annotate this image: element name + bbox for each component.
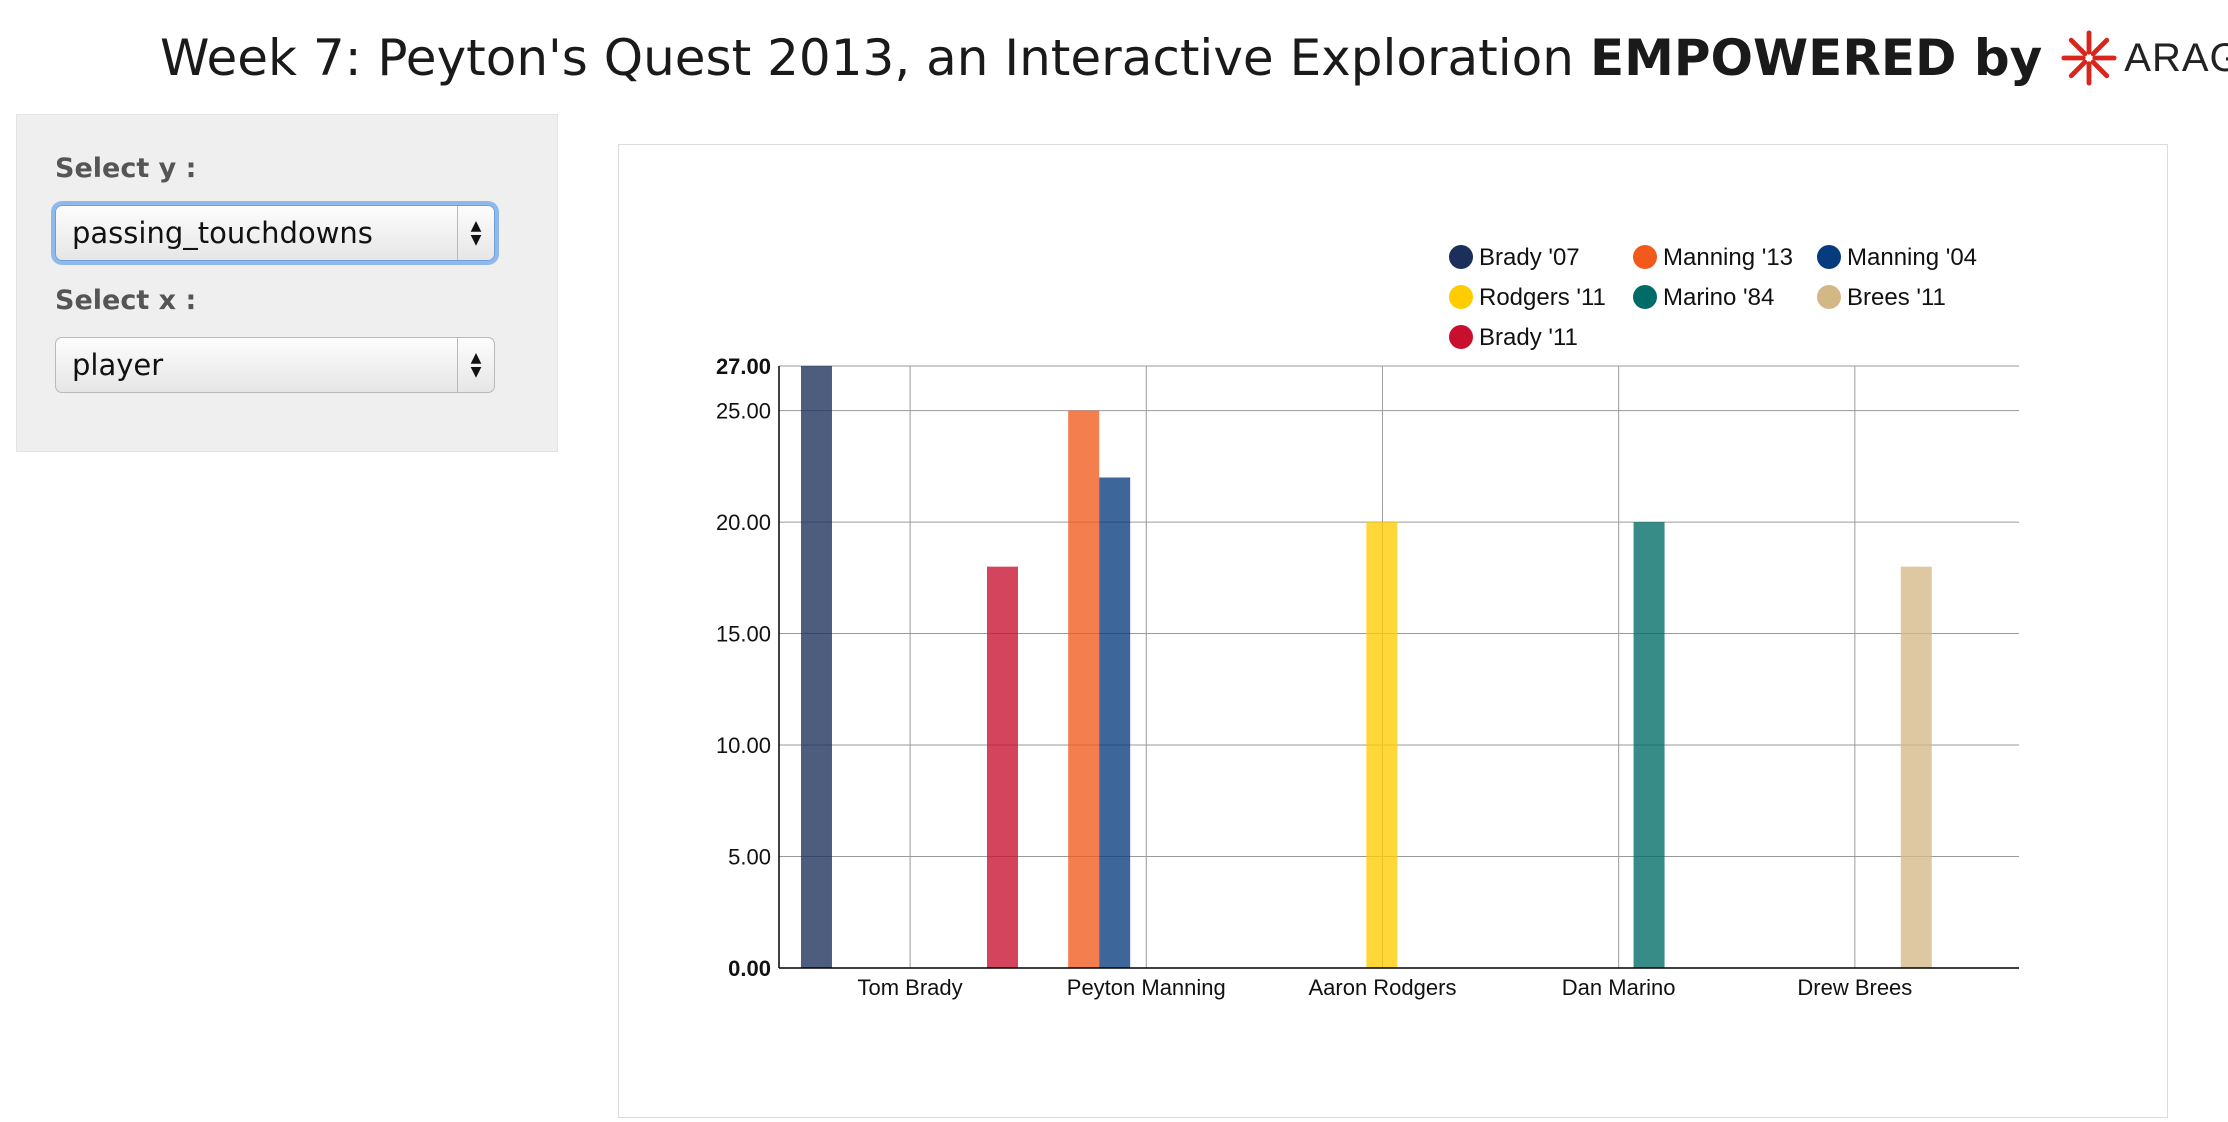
title-text: Week 7: Peyton's Quest 2013, an Interact… <box>160 29 1574 87</box>
aragorn-logo: ARAGORN <box>2060 18 2228 98</box>
bar <box>1900 566 1932 968</box>
legend-marker <box>1817 285 1841 309</box>
legend-label: Manning '04 <box>1847 244 1977 271</box>
y-tick-label: 10.00 <box>716 733 771 758</box>
legend-marker <box>1449 245 1473 269</box>
select-x-label: Select x : <box>55 285 197 316</box>
select-y-label: Select y : <box>55 153 197 184</box>
legend-label: Manning '13 <box>1663 244 1793 271</box>
bar <box>1366 522 1398 968</box>
legend-marker <box>1633 245 1657 269</box>
legend-marker <box>1817 245 1841 269</box>
bar <box>1633 522 1665 968</box>
legend-marker <box>1449 285 1473 309</box>
select-x-arrows-icon: ▲ ▼ <box>457 338 494 392</box>
bar <box>1068 410 1100 968</box>
legend-label: Rodgers '11 <box>1479 284 1606 311</box>
select-y-dropdown[interactable]: passing_touchdowns ▲ ▼ <box>55 205 495 261</box>
select-x-dropdown[interactable]: player ▲ ▼ <box>55 337 495 393</box>
y-tick-label: 20.00 <box>716 510 771 535</box>
legend-marker <box>1449 325 1473 349</box>
y-tick-label: 27.00 <box>716 354 771 379</box>
x-tick-label: Tom Brady <box>858 975 963 1000</box>
bar <box>1099 477 1131 968</box>
x-tick-label: Dan Marino <box>1562 975 1676 1000</box>
bar <box>800 366 832 968</box>
select-y-arrows-icon: ▲ ▼ <box>457 206 494 260</box>
select-y-value: passing_touchdowns <box>72 216 373 250</box>
select-x-value: player <box>72 348 164 382</box>
chart-panel: 0.00 5.00 10.00 15.00 20.00 25.00 27.00 Tom Bra… <box>618 144 2168 1118</box>
bar <box>986 566 1018 968</box>
y-tick-label: 25.00 <box>716 399 771 424</box>
bar-chart: 0.00 5.00 10.00 15.00 20.00 25.00 27.00 Tom Bra… <box>716 244 2019 1000</box>
y-tick-label: 5.00 <box>728 845 771 870</box>
legend-label: Brady '07 <box>1479 244 1580 271</box>
legend-label: Marino '84 <box>1663 284 1774 311</box>
x-tick-label: Drew Brees <box>1797 975 1912 1000</box>
x-tick-label: Aaron Rodgers <box>1308 975 1456 1000</box>
aragorn-star-icon <box>2061 30 2117 86</box>
y-tick-label: 15.00 <box>716 622 771 647</box>
y-tick-label: 0.00 <box>728 956 771 981</box>
legend-label: Brees '11 <box>1847 284 1946 311</box>
title-empowered: EMPOWERED by <box>1589 29 2043 87</box>
page-title: Week 7: Peyton's Quest 2013, an Interact… <box>160 18 2228 98</box>
legend-label: Brady '11 <box>1479 324 1578 351</box>
logo-word: ARAGORN <box>2124 36 2228 80</box>
legend-marker <box>1633 285 1657 309</box>
x-tick-label: Peyton Manning <box>1067 975 1226 1000</box>
controls-panel: Select y : passing_touchdowns ▲ ▼ Select … <box>16 114 558 452</box>
